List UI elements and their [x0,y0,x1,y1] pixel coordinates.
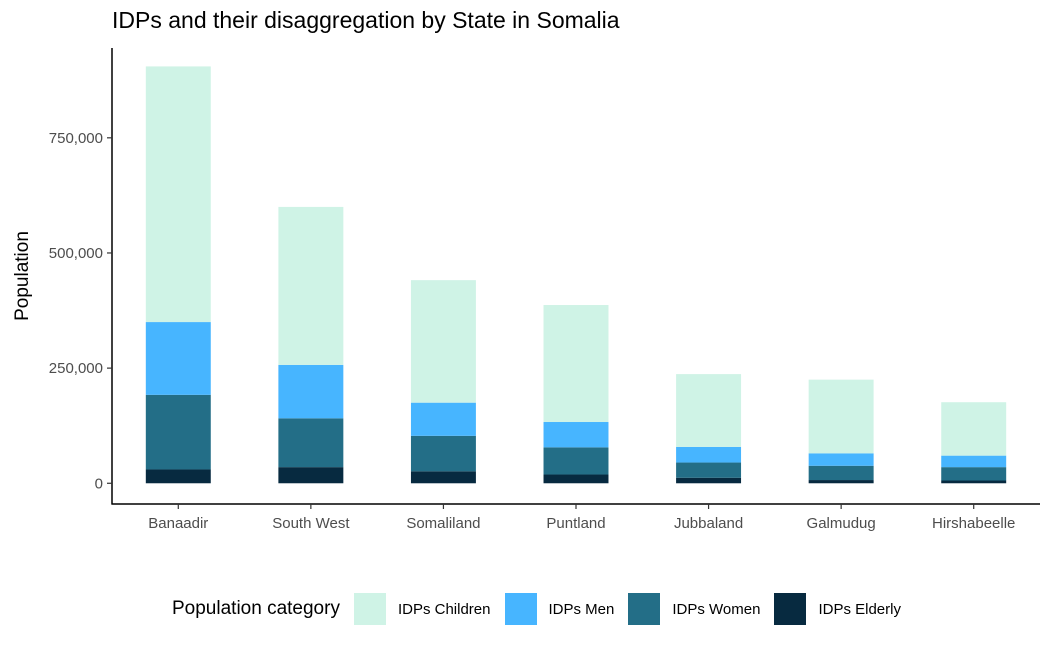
legend-key [504,593,537,625]
bar-idps-children-hirshabeelle [941,402,1007,456]
bar-idps-elderly-hirshabeelle [941,480,1007,484]
chart-title: IDPs and their disaggregation by State i… [112,7,620,33]
bar-idps-elderly-somaliland [410,471,476,484]
bar-idps-children-jubbaland [676,374,742,447]
legend-label: IDPs Men [548,600,615,618]
legend-title: Population category [172,598,340,619]
bar-idps-men-somaliland [410,402,476,436]
bar-idps-elderly-puntland [543,474,609,484]
legend-label: IDPs Women [672,600,761,618]
bar-idps-elderly-galmudug [808,480,874,484]
x-tick-label: Jubbaland [674,515,743,532]
bar-idps-elderly-banaadir [145,469,211,484]
x-tick-label: Banaadir [148,515,208,532]
bar-idps-women-banaadir [145,394,211,470]
bar-idps-children-south-west [278,206,344,365]
bar-idps-men-south-west [278,364,344,419]
bar-idps-women-puntland [543,447,609,475]
legend-label: IDPs Elderly [818,600,901,618]
legend-label: IDPs Children [397,600,491,618]
bar-idps-men-galmudug [808,453,874,466]
bars-layer [145,66,1007,484]
x-tick-label: Somaliland [406,515,480,532]
legend: Population category IDPs Children IDPs Me… [172,592,915,626]
legend-item: IDPs Women [628,593,760,625]
bar-idps-children-galmudug [808,379,874,454]
legend-item: IDPs Children [353,593,491,625]
bar-idps-men-puntland [543,422,609,448]
legend-item: IDPs Elderly [774,593,901,625]
bar-idps-men-jubbaland [676,446,742,463]
legend-key [628,593,661,625]
bar-idps-men-hirshabeelle [941,455,1007,468]
bar-idps-women-hirshabeelle [941,467,1007,481]
legend-key [774,593,807,625]
y-tick-label: 750,000 [49,130,103,147]
bar-idps-women-south-west [278,418,344,468]
axes-layer: 0 250,000 500,000 750,000 Banaadir South West… [12,48,1040,532]
bar-idps-children-puntland [543,305,609,423]
bar-idps-children-banaadir [145,66,211,323]
x-tick-label: Hirshabeelle [932,515,1015,532]
y-axis-title: Population [12,231,33,321]
legend-key [353,593,386,625]
bar-idps-women-somaliland [410,435,476,472]
y-tick-label: 500,000 [49,245,103,262]
bar-idps-elderly-south-west [278,467,344,484]
bar-idps-men-banaadir [145,322,211,395]
legend-item: IDPs Men [504,593,615,625]
bar-idps-women-jubbaland [676,462,742,478]
x-tick-label: Puntland [546,515,605,532]
y-tick-label: 0 [95,475,103,492]
bar-idps-women-galmudug [808,465,874,481]
x-tick-label: South West [272,515,350,532]
bar-idps-children-somaliland [410,280,476,403]
bar-idps-elderly-jubbaland [676,477,742,484]
y-tick-label: 250,000 [49,360,103,377]
x-tick-label: Galmudug [807,515,876,532]
